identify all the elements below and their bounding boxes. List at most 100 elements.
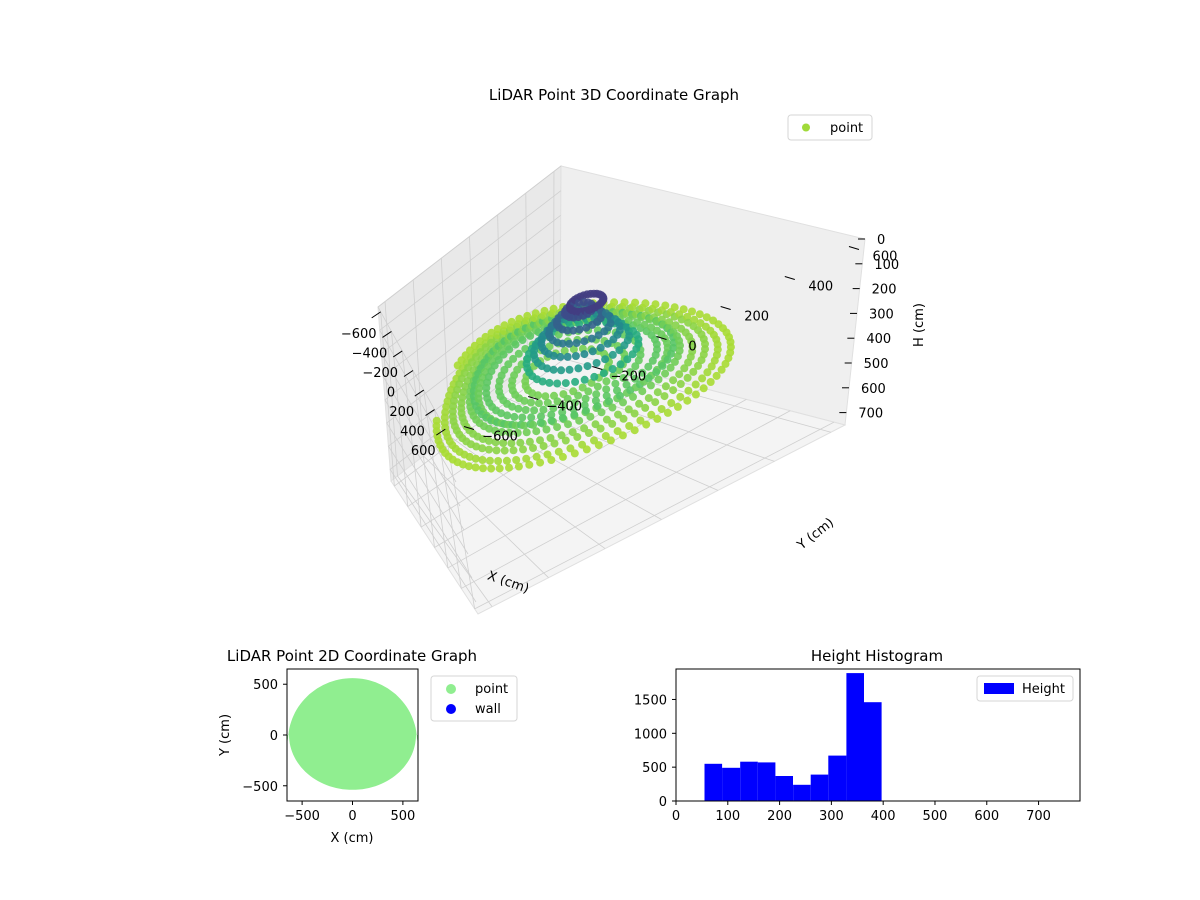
chart-3d-point (513, 428, 522, 437)
chart-3d-point (706, 378, 715, 386)
chart-2d-xtick-label: 0 (348, 809, 356, 824)
chart-3d-point (683, 373, 692, 382)
chart-3d-point (510, 412, 519, 421)
chart-histogram-legend-swatch (984, 683, 1014, 694)
chart-3d-point (602, 385, 611, 394)
chart-3d-xtick (371, 311, 381, 319)
chart-3d-point (630, 426, 639, 435)
chart-3d-point (580, 375, 589, 384)
chart-3d-point (526, 331, 535, 340)
chart-3d-point (541, 392, 550, 401)
chart-3d-point (651, 398, 660, 407)
chart-3d-point (592, 390, 601, 399)
chart-3d-point (536, 418, 545, 427)
chart-3d-point (529, 444, 537, 452)
chart-3d-point (487, 464, 496, 473)
chart-3d-point (543, 364, 552, 373)
chart-3d-point (652, 368, 661, 377)
chart-3d-point (638, 368, 647, 377)
chart-3d-point (522, 454, 531, 463)
chart-3d-point (536, 458, 545, 467)
chart-3d-point (571, 377, 580, 386)
chart-3d-point (644, 374, 653, 383)
chart-3d-point (553, 397, 562, 406)
chart-3d-point (675, 370, 684, 379)
chart-3d-point (532, 452, 541, 461)
chart-3d-xtick (414, 389, 425, 397)
chart-3d-point (605, 397, 613, 406)
chart-3d-point (549, 365, 558, 374)
chart-3d-point (518, 336, 527, 344)
chart-3d-point (491, 438, 500, 447)
chart-3d-point (514, 404, 523, 413)
chart-histogram-xtick-label: 600 (974, 809, 999, 824)
chart-2d-title: LiDAR Point 2D Coordinate Graph (227, 647, 477, 665)
chart-3d-point (619, 414, 628, 423)
chart-3d-gridline-z (384, 264, 561, 531)
chart-2d-legend-label-point: point (475, 682, 508, 697)
chart-3d-point (561, 436, 570, 445)
chart-3d-ytick-label: 400 (808, 280, 833, 295)
chart-3d-point (694, 361, 702, 370)
chart-3d-point (575, 319, 584, 328)
chart-3d-point (608, 365, 617, 373)
chart-3d-point (559, 401, 568, 410)
chart-3d-point (569, 345, 578, 354)
chart-3d-point (523, 311, 532, 320)
chart-3d-point (573, 433, 582, 441)
chart-3d-gridline-x (391, 331, 409, 507)
chart-3d-xtick (392, 350, 403, 358)
chart-3d-point (503, 411, 512, 420)
chart-histogram-bar (846, 673, 864, 801)
chart-3d-point (575, 325, 584, 334)
chart-3d-point (635, 399, 644, 408)
chart-3d-point (513, 365, 522, 374)
chart-histogram-legend: Height (976, 675, 1074, 702)
chart-3d-ytick-label: 0 (688, 340, 696, 355)
chart-3d-legend-box (787, 114, 873, 141)
chart-3d-point (642, 420, 651, 429)
chart-3d-point (644, 394, 653, 403)
chart-2d-ytick-label: 500 (253, 678, 278, 693)
chart-3d-point (683, 396, 692, 405)
chart-3d-point (570, 449, 579, 458)
chart-3d-point (485, 445, 493, 454)
chart-3d-point (606, 436, 615, 445)
chart-3d-point (536, 436, 544, 445)
chart-3d-point (666, 363, 675, 372)
chart-3d-gridline-x (423, 389, 449, 569)
chart-3d-point (504, 360, 513, 369)
chart-3d-point (608, 419, 617, 428)
chart-3d-point (538, 377, 547, 386)
chart-histogram-xtick-label: 300 (819, 809, 844, 824)
chart-3d-point (478, 435, 487, 443)
chart-3d-point (553, 423, 562, 432)
chart-3d-point (509, 354, 518, 363)
chart-3d-gridline-y (384, 301, 398, 477)
chart-3d-point (574, 364, 583, 373)
chart-histogram-ytick-label: 500 (642, 761, 667, 776)
chart-3d-point (514, 462, 523, 471)
chart-2d-xtick-label: 500 (390, 809, 415, 824)
chart-3d-point (493, 325, 502, 333)
chart-3d-point (703, 368, 712, 377)
chart-3d-gridline-y (497, 214, 502, 397)
chart-3d-point (587, 334, 596, 343)
chart-2d-point-cloud (287, 678, 418, 790)
chart-3d-point (638, 387, 647, 396)
chart-3d-point (663, 355, 672, 364)
chart-3d-point (641, 299, 650, 308)
chart-3d-point (584, 429, 593, 437)
chart-3d-point (669, 386, 678, 395)
chart-3d-point (619, 374, 628, 382)
chart-3d-point (497, 428, 506, 436)
chart-3d-point (572, 339, 581, 347)
chart-3d-gridline-y (423, 455, 549, 578)
chart-3d-point (516, 438, 525, 447)
chart-histogram-bar (864, 702, 882, 801)
chart-3d-point (636, 416, 645, 425)
chart-3d-point (608, 350, 617, 359)
chart-3d-point (505, 345, 514, 354)
chart-3d-gridline-z (382, 239, 561, 507)
chart-3d-point (587, 378, 596, 387)
